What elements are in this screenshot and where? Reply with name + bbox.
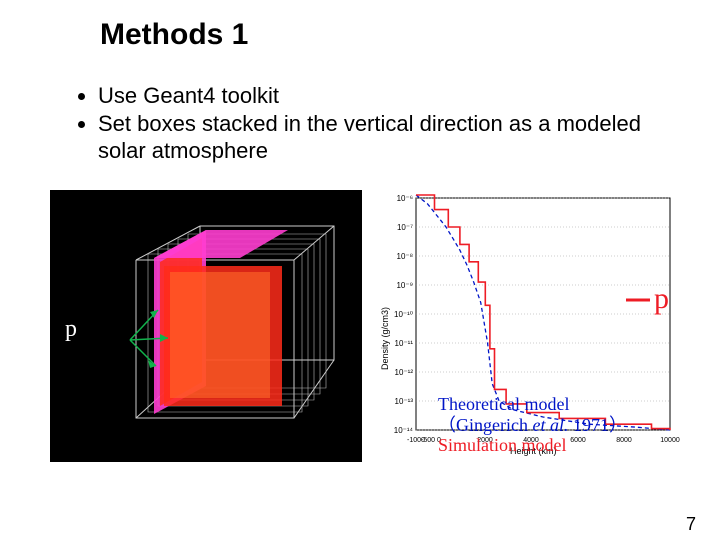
svg-text:10⁻¹²: 10⁻¹² — [395, 368, 414, 377]
bullet-item: Set boxes stacked in the vertical direct… — [98, 110, 670, 165]
y-ticks: 10⁻⁶ 10⁻⁷ 10⁻⁸ 10⁻⁹ 10⁻¹⁰ 10⁻¹¹ 10⁻¹² 10… — [394, 194, 414, 435]
caption-ref-ital: et al. — [532, 415, 568, 435]
slide-title: Methods 1 — [100, 18, 248, 52]
page-number: 7 — [686, 514, 696, 535]
geant4-box-svg — [50, 190, 362, 462]
bullet-list: Use Geant4 toolkit Set boxes stacked in … — [70, 82, 670, 165]
caption-theory-ref: （Gingerich et al. 1971） — [438, 415, 627, 435]
proton-label-left: p — [65, 316, 77, 343]
svg-text:10⁻¹⁴: 10⁻¹⁴ — [394, 426, 414, 435]
svg-text:10⁻¹⁰: 10⁻¹⁰ — [394, 310, 413, 319]
svg-text:10⁻¹¹: 10⁻¹¹ — [395, 339, 414, 348]
bullet-item: Use Geant4 toolkit — [98, 82, 670, 110]
svg-text:10⁻⁶: 10⁻⁶ — [397, 194, 413, 203]
svg-text:10⁻¹³: 10⁻¹³ — [395, 397, 414, 406]
y-axis-label: Density (g/cm3) — [380, 307, 390, 370]
geant4-box-figure — [50, 190, 362, 462]
svg-text:10⁻⁹: 10⁻⁹ — [396, 281, 413, 290]
svg-text:10⁻⁸: 10⁻⁸ — [397, 252, 414, 261]
proton-label-right: p — [654, 282, 669, 316]
chart-caption: Theoretical model （Gingerich et al. 1971… — [438, 394, 627, 456]
red-slab — [154, 230, 288, 414]
svg-text:10000: 10000 — [660, 437, 680, 444]
svg-text:-500: -500 — [421, 437, 435, 444]
caption-simulation: Simulation model — [438, 435, 567, 455]
caption-ref-post: 1971） — [568, 415, 627, 435]
caption-theory: Theoretical model — [438, 394, 569, 414]
svg-text:10⁻⁷: 10⁻⁷ — [397, 223, 413, 232]
caption-ref-pre: （Gingerich — [438, 415, 532, 435]
